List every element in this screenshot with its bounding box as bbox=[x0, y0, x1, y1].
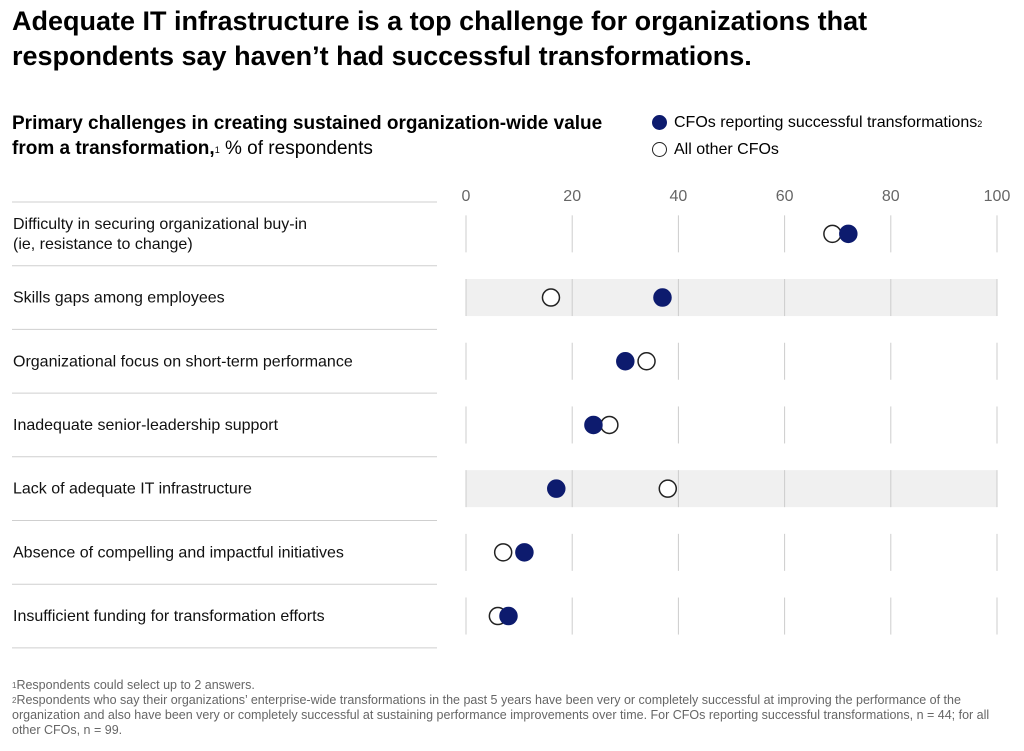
filled-circle-icon bbox=[652, 115, 667, 130]
subtitle-footnote-ref: 1 bbox=[214, 145, 220, 155]
category-label: Insufficient funding for transformation … bbox=[13, 608, 325, 625]
point-all-other-cfos bbox=[637, 352, 656, 371]
category-label: Absence of compelling and impactful init… bbox=[13, 544, 344, 561]
footnote-2-text: Respondents who say their organizations’… bbox=[12, 693, 990, 737]
chart-subtitle: Primary challenges in creating sustained… bbox=[12, 111, 612, 161]
legend-footnote-ref: 2 bbox=[977, 119, 983, 129]
x-tick-label: 40 bbox=[670, 188, 688, 205]
legend: CFOs reporting successful transformation… bbox=[652, 109, 982, 163]
point-all-other-cfos bbox=[658, 479, 678, 498]
open-circle-icon bbox=[652, 142, 667, 157]
footnote-1-text: Respondents could select up to 2 answers… bbox=[16, 678, 255, 692]
legend-label-other: All other CFOs bbox=[674, 141, 779, 158]
category-label-line: Organizational focus on short-term perfo… bbox=[13, 353, 353, 370]
category-label: Organizational focus on short-term perfo… bbox=[13, 353, 353, 370]
subtitle-units: % of respondents bbox=[219, 138, 373, 159]
category-label-line: (ie, resistance to change) bbox=[13, 236, 193, 253]
point-successful-cfos bbox=[584, 415, 603, 435]
category-label-line: Inadequate senior-leadership support bbox=[13, 417, 279, 434]
chart-title: Adequate IT infrastructure is a top chal… bbox=[12, 6, 868, 71]
legend-item-other: All other CFOs bbox=[652, 136, 982, 163]
point-successful-cfos bbox=[653, 288, 672, 307]
category-label-line: Lack of adequate IT infrastructure bbox=[13, 481, 252, 498]
footnotes: 1Respondents could select up to 2 answer… bbox=[12, 678, 1012, 738]
category-label: Skills gaps among employees bbox=[13, 290, 225, 307]
legend-label-successful: CFOs reporting successful transformation… bbox=[674, 114, 978, 131]
category-label-line: Difficulty in securing organizational bu… bbox=[13, 216, 307, 233]
point-all-other-cfos bbox=[541, 288, 561, 307]
point-successful-cfos bbox=[547, 479, 566, 498]
dot-plot: 0 20 40 60 80 100 Difficulty in securing organ… bbox=[12, 188, 1011, 649]
category-label: Difficulty in securing organizational bu… bbox=[13, 216, 307, 253]
x-tick-label: 60 bbox=[776, 188, 794, 205]
point-all-other-cfos bbox=[600, 415, 619, 435]
category-label-line: Absence of compelling and impactful init… bbox=[13, 544, 344, 561]
footnote-2-mark: 2 bbox=[12, 696, 17, 705]
point-all-other-cfos bbox=[493, 543, 513, 562]
point-successful-cfos bbox=[616, 352, 635, 371]
category-label: Inadequate senior-leadership support bbox=[13, 417, 279, 434]
x-tick-label: 20 bbox=[563, 188, 581, 205]
footnote-1-mark: 1 bbox=[12, 681, 17, 690]
category-label: Lack of adequate IT infrastructure bbox=[13, 481, 252, 498]
legend-item-successful: CFOs reporting successful transformation… bbox=[652, 109, 982, 136]
point-successful-cfos bbox=[499, 606, 518, 626]
highlight-band bbox=[466, 470, 997, 508]
footnote-1: 1Respondents could select up to 2 answer… bbox=[12, 678, 1012, 693]
category-label-line: Insufficient funding for transformation … bbox=[13, 608, 325, 625]
x-tick-label: 80 bbox=[882, 188, 900, 205]
category-label-line: Skills gaps among employees bbox=[13, 290, 225, 307]
x-tick-label: 0 bbox=[462, 188, 471, 205]
footnote-2: 2Respondents who say their organizations… bbox=[12, 693, 1012, 738]
x-tick-label: 100 bbox=[984, 188, 1011, 205]
point-successful-cfos bbox=[839, 224, 858, 244]
point-all-other-cfos bbox=[823, 224, 842, 244]
subtitle-bold: Primary challenges in creating sustained… bbox=[12, 113, 603, 159]
point-successful-cfos bbox=[515, 543, 534, 562]
